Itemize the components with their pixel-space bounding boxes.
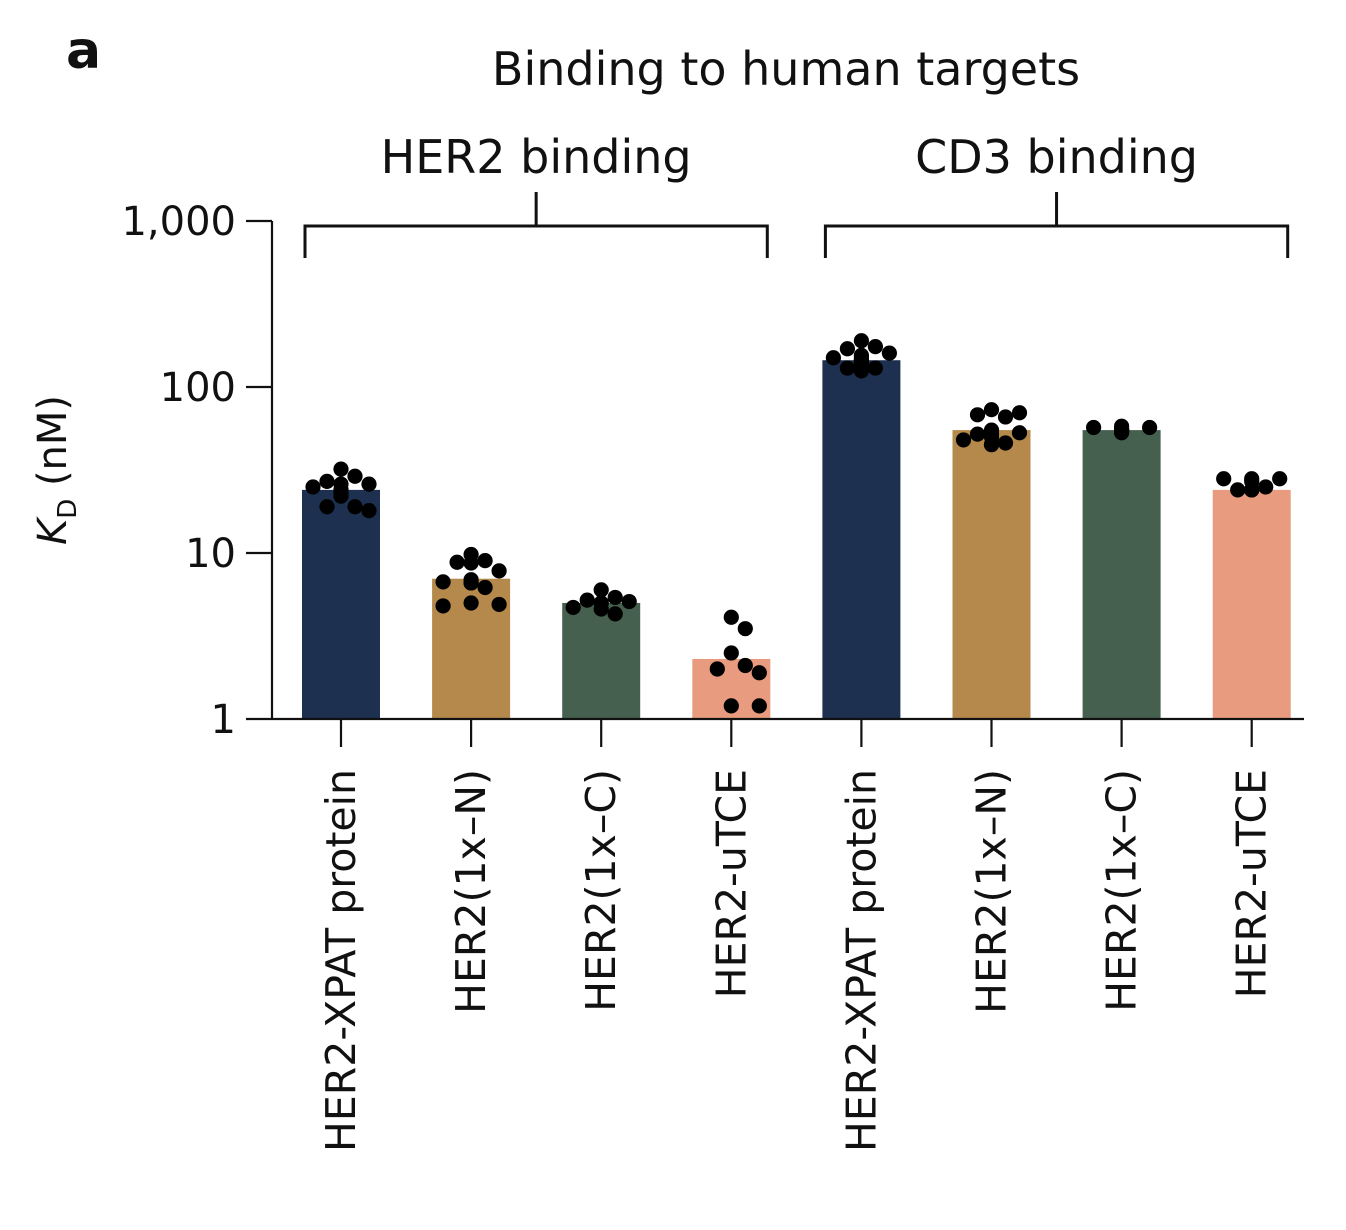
data-point xyxy=(969,407,986,423)
data-point xyxy=(565,599,581,616)
x-tick-labels: HER2-XPAT protein HER2(1x–N) HER2(1x–C) HER… xyxy=(317,719,1276,1152)
bar xyxy=(952,430,1031,719)
data-point xyxy=(477,579,493,596)
y-axis-label-subscript: D xyxy=(53,499,83,519)
data-point xyxy=(621,593,637,610)
data-point xyxy=(607,589,623,606)
data-point xyxy=(607,606,623,622)
group-bracket xyxy=(823,224,1290,258)
bar xyxy=(302,489,380,719)
data-points xyxy=(305,333,1288,714)
x-tick-label: HER2-uTCE xyxy=(707,769,755,998)
data-point xyxy=(1272,471,1288,487)
data-point xyxy=(463,575,479,591)
data-point xyxy=(737,621,753,637)
group-brackets: HER2 binding CD3 binding xyxy=(303,130,1290,258)
data-point xyxy=(867,339,884,355)
data-point xyxy=(983,436,1000,453)
bar xyxy=(822,360,901,719)
data-point xyxy=(347,468,363,484)
data-point xyxy=(491,596,507,613)
chart-title: Binding to human targets xyxy=(492,42,1080,96)
data-point xyxy=(491,563,507,579)
data-point xyxy=(955,432,972,448)
data-point xyxy=(825,350,842,366)
data-point xyxy=(463,555,479,571)
data-point xyxy=(333,461,349,477)
data-point xyxy=(435,598,451,614)
data-point xyxy=(723,698,739,714)
group-bracket xyxy=(303,224,769,258)
data-point xyxy=(839,360,856,376)
axes xyxy=(270,221,1304,721)
data-point xyxy=(751,665,767,681)
data-point xyxy=(1142,419,1158,436)
bar xyxy=(1212,489,1291,719)
data-point xyxy=(853,333,870,349)
x-tick-label: HER2(1x–C) xyxy=(577,769,625,1012)
data-point xyxy=(983,402,1000,418)
y-tick-label: 1 xyxy=(211,697,236,743)
data-point xyxy=(305,479,321,495)
x-tick-label: HER2-XPAT protein xyxy=(317,769,365,1152)
bar xyxy=(1082,430,1161,719)
data-point xyxy=(361,503,377,519)
data-point xyxy=(839,341,856,357)
data-point xyxy=(449,554,465,570)
data-point xyxy=(1086,419,1102,436)
x-tick-label: HER2-XPAT protein xyxy=(837,769,885,1152)
y-tick-label: 100 xyxy=(160,365,236,411)
data-point xyxy=(319,473,335,489)
data-point xyxy=(867,360,884,376)
x-tick-label: HER2(1x–N) xyxy=(968,769,1016,1014)
panel-letter: a xyxy=(66,21,101,81)
data-point xyxy=(997,435,1014,451)
data-point xyxy=(1230,482,1246,498)
data-point xyxy=(1258,479,1274,495)
y-axis-label-unit: (nM) xyxy=(30,395,76,499)
data-point xyxy=(579,592,595,608)
y-axis-label-main: K xyxy=(30,516,76,545)
y-ticks: 1 10 100 1,000 xyxy=(121,199,272,743)
data-point xyxy=(709,661,725,677)
bars xyxy=(302,360,1291,719)
data-point xyxy=(1114,425,1130,441)
data-point xyxy=(723,645,739,661)
group-label: CD3 binding xyxy=(915,130,1198,184)
x-tick-label: HER2-uTCE xyxy=(1228,769,1276,998)
data-point xyxy=(435,574,451,590)
data-point xyxy=(593,601,609,617)
data-point xyxy=(1011,425,1028,441)
x-tick-label: HER2(1x–C) xyxy=(1098,769,1146,1012)
data-point xyxy=(333,488,349,504)
data-point xyxy=(593,582,609,598)
svg-text:KD (nM): KD (nM) xyxy=(30,395,83,545)
data-point xyxy=(997,409,1014,425)
data-point xyxy=(969,426,986,442)
data-point xyxy=(751,698,767,714)
data-point xyxy=(361,476,377,492)
data-point xyxy=(477,552,493,569)
data-point xyxy=(1216,471,1232,487)
data-point xyxy=(881,345,898,361)
y-tick-label: 10 xyxy=(185,531,236,577)
data-point xyxy=(463,595,479,611)
x-tick-label: HER2(1x–N) xyxy=(447,769,495,1014)
y-tick-label: 1,000 xyxy=(121,199,236,245)
group-label: HER2 binding xyxy=(381,130,692,184)
data-point xyxy=(737,657,753,674)
data-point xyxy=(1244,482,1260,498)
bar xyxy=(562,602,641,719)
data-point xyxy=(347,499,363,515)
y-axis-label: KD (nM) xyxy=(30,395,83,545)
data-point xyxy=(319,499,335,515)
data-point xyxy=(1011,405,1028,421)
data-point xyxy=(723,609,739,625)
data-point xyxy=(853,363,870,379)
